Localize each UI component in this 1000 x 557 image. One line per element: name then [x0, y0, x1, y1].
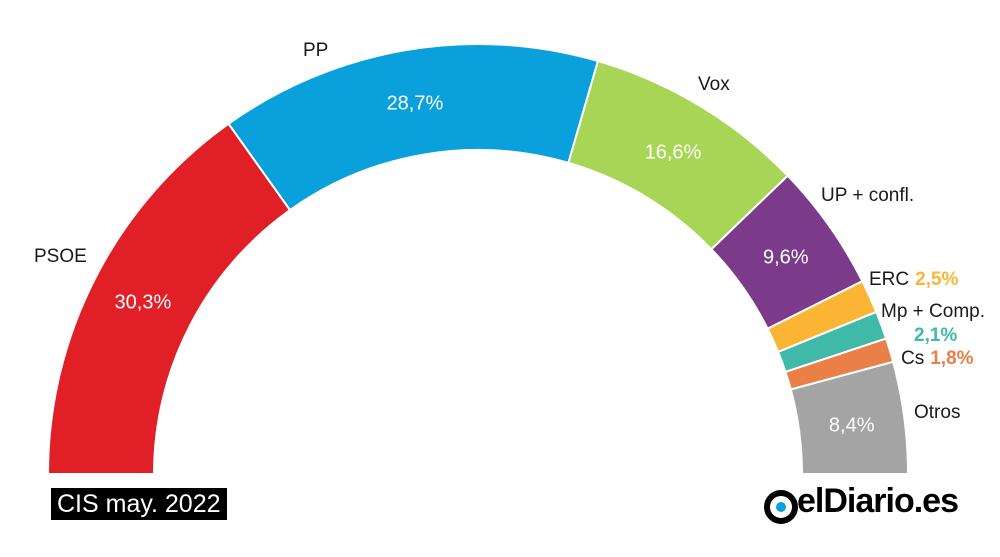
- category-label: ERC: [869, 269, 909, 290]
- brand-logo: [760, 480, 990, 530]
- slice-otros: [789, 360, 910, 475]
- brand-mark-icon: [764, 490, 798, 524]
- slice-value-label: 8,4%: [829, 414, 875, 436]
- chart-labels: PSOE 30,3% PP 28,7% Vox 16,6% UP + confl. 9,6% E…: [34, 40, 985, 436]
- slice-value-label: 9,6%: [763, 246, 809, 268]
- slice-value-label: 30,3%: [115, 291, 172, 313]
- slice-value-label: 2,5%: [915, 269, 958, 290]
- slice-pp: [227, 43, 600, 212]
- slice-value-label: 1,8%: [930, 348, 973, 369]
- category-label: Otros: [914, 402, 960, 423]
- slice-value-label: 2,1%: [914, 325, 957, 346]
- category-label: UP + confl.: [821, 185, 914, 206]
- category-label: PSOE: [34, 246, 87, 267]
- slice-value-label: 28,7%: [387, 92, 444, 114]
- brand-name: elDiario.es: [797, 482, 959, 520]
- category-label: PP: [303, 40, 328, 61]
- category-label: Cs: [901, 348, 924, 369]
- source-label: CIS may. 2022: [51, 488, 227, 520]
- chart-slices: [46, 43, 910, 475]
- slice-value-label: 16,6%: [645, 141, 702, 163]
- category-label: Vox: [698, 74, 730, 95]
- category-label: Mp + Comp.: [881, 301, 985, 322]
